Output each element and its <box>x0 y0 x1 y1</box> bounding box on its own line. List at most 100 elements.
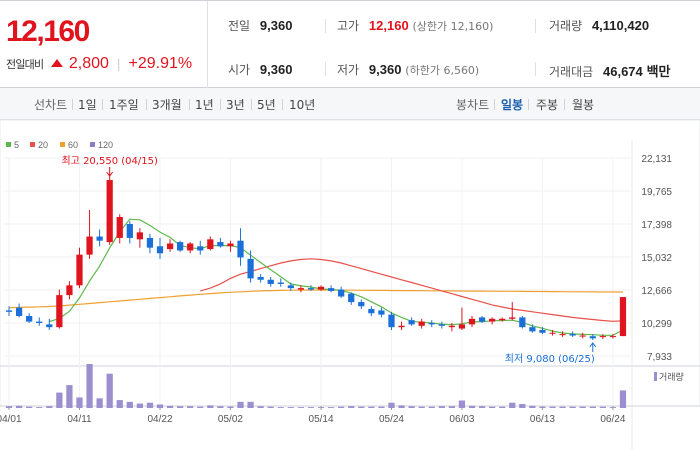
legend-item: 20 <box>38 140 48 150</box>
change-row: 전일대비 2,800 | +29.91% <box>6 54 192 73</box>
y-tick-label: 17,398 <box>641 220 672 231</box>
tab-5y[interactable]: 5년 <box>257 98 276 112</box>
volume-bar <box>378 406 385 408</box>
stat-volume: 거래량 4,110,420 <box>549 17 649 34</box>
y-tick-label: 22,131 <box>641 154 672 165</box>
change-percent: +29.91% <box>128 55 193 72</box>
upper-limit-note: (상한가 12,160) <box>412 20 494 33</box>
candle-body <box>96 236 103 241</box>
volume-bar <box>126 401 133 408</box>
divider <box>325 62 326 76</box>
volume-bars <box>5 364 627 408</box>
candle-body <box>408 320 415 325</box>
candle-body <box>277 282 284 284</box>
candle-body <box>478 317 486 322</box>
volume-bar <box>46 406 53 408</box>
tab-daily[interactable]: 일봉 <box>501 98 524 112</box>
candle-body <box>559 334 566 336</box>
stat-label: 고가 <box>337 19 360 33</box>
candle-body <box>187 243 194 251</box>
candle-body <box>166 243 174 250</box>
candle-body <box>26 316 33 322</box>
price-box: 12,160 전일대비 2,800 | +29.91% <box>0 1 208 88</box>
divider <box>564 99 565 110</box>
x-tick-label: 06/13 <box>530 414 555 425</box>
volume-bar <box>257 406 264 408</box>
volume-bar <box>166 405 174 408</box>
divider <box>146 99 147 110</box>
volume-bar <box>609 407 617 408</box>
volume-bar <box>36 407 43 408</box>
candle-body <box>489 318 496 322</box>
tab-1y[interactable]: 1년 <box>195 98 214 112</box>
stat-value: 46,674 <box>603 64 643 79</box>
candle-body <box>207 239 214 250</box>
x-tick-label: 06/24 <box>600 414 625 425</box>
stat-high: 고가 12,160 (상한가 12,160) <box>337 17 493 34</box>
divider <box>535 19 536 33</box>
volume-bar <box>619 390 627 408</box>
volume-bar <box>358 406 365 408</box>
volume-bar <box>398 405 405 408</box>
low-arrowhead <box>589 342 597 348</box>
candle-body <box>217 242 224 247</box>
tab-weekly[interactable]: 주봉 <box>536 98 559 112</box>
tab-3y[interactable]: 3년 <box>226 98 245 112</box>
candle-body <box>237 240 244 258</box>
volume-bar <box>458 400 466 408</box>
candle-body <box>267 279 274 284</box>
stat-value: 9,360 <box>368 62 402 77</box>
candle-body <box>448 325 455 328</box>
candle-body <box>46 324 53 328</box>
stat-unit: 백만 <box>646 64 671 79</box>
candle-body <box>227 243 234 247</box>
volume-bar <box>247 401 254 408</box>
volume-bar <box>499 406 506 408</box>
candle-body <box>307 288 315 290</box>
candle-body <box>5 310 13 312</box>
candle-body <box>458 324 466 329</box>
volume-bar <box>327 407 335 408</box>
candle-body <box>36 321 43 323</box>
candle-body <box>529 327 536 332</box>
y-tick-label: 7,933 <box>647 352 672 363</box>
tab-1d[interactable]: 1일 <box>78 98 97 112</box>
volume-bar <box>106 373 113 408</box>
candle-body <box>358 302 365 307</box>
volume-bar <box>489 406 496 408</box>
candle-body <box>549 332 556 334</box>
tab-1w[interactable]: 1주일 <box>109 98 139 112</box>
legend-swatch <box>6 142 11 147</box>
stock-chart: 22,131 19,765 17,398 15,032 12,666 10,299 7,93… <box>0 120 700 450</box>
high-annotation: 최고 20,550 (04/15) <box>61 155 157 167</box>
divider <box>282 99 283 110</box>
divider <box>220 99 221 110</box>
candle-body <box>589 336 596 339</box>
tab-monthly[interactable]: 월봉 <box>572 98 595 112</box>
candle-body <box>136 232 143 240</box>
candle-body <box>247 258 254 279</box>
stat-value: 9,360 <box>259 62 293 77</box>
x-tick-label: 04/22 <box>147 414 172 425</box>
stat-label: 저가 <box>337 63 360 77</box>
chart-labels: 22,131 19,765 17,398 15,032 12,666 10,299 7,93… <box>0 140 684 425</box>
legend-swatch <box>60 142 65 147</box>
current-price: 12,160 <box>6 15 90 48</box>
volume-bar <box>539 406 546 408</box>
divider <box>102 99 103 110</box>
candle-body <box>106 180 113 243</box>
volume-bar <box>368 406 375 408</box>
tab-3m[interactable]: 3개월 <box>152 98 182 112</box>
moving-average-lines <box>8 218 624 336</box>
candle-body <box>76 254 83 286</box>
tab-10y[interactable]: 10년 <box>289 98 316 112</box>
low-annotation: 최저 9,080 (06/25) <box>505 353 595 365</box>
x-tick-label: 05/24 <box>379 414 404 425</box>
candle-body <box>126 223 133 238</box>
x-tick-label: 04/11 <box>67 414 92 425</box>
stat-open: 시가 9,360 <box>228 61 292 78</box>
lower-limit-note: (하한가 6,560) <box>405 64 480 77</box>
candle-body <box>599 336 606 338</box>
volume-bar <box>529 405 536 408</box>
volume-bar <box>448 406 455 408</box>
